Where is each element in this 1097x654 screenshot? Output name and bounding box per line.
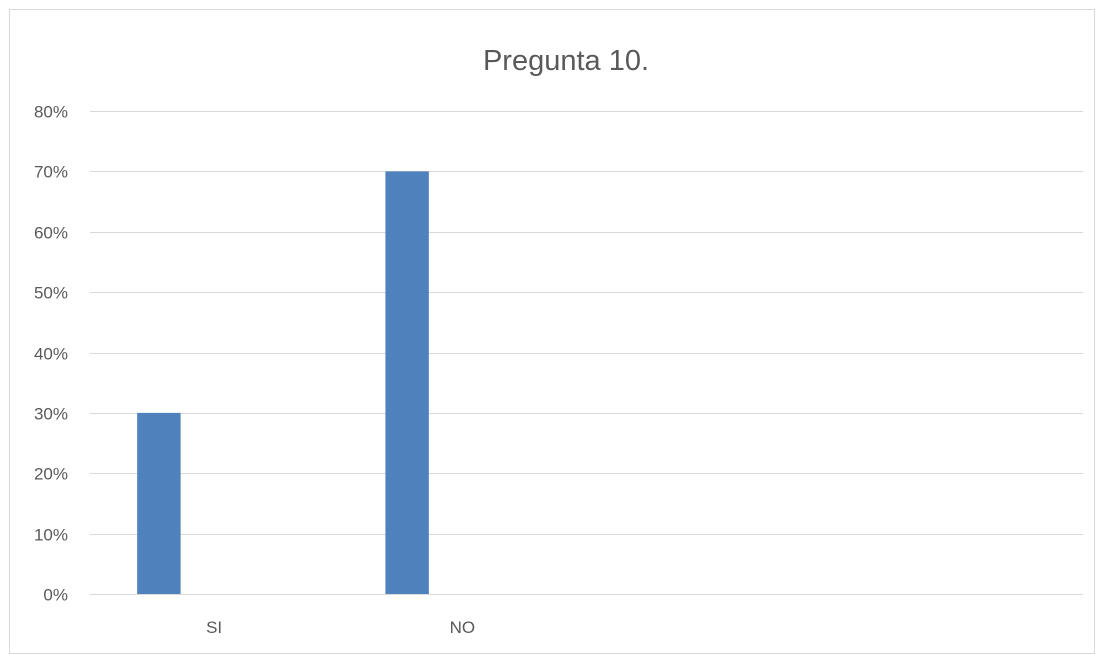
x-category-label: NO <box>450 618 476 637</box>
y-tick-label: 20% <box>34 465 68 484</box>
bar-si <box>137 412 181 594</box>
x-axis-labels: SI NO <box>206 618 475 637</box>
bar-no <box>385 171 429 594</box>
y-tick-label: 70% <box>34 163 68 182</box>
y-tick-label: 60% <box>34 224 68 243</box>
x-category-label: SI <box>206 618 222 637</box>
chart-frame <box>9 9 1095 654</box>
bars <box>137 171 429 594</box>
y-tick-label: 0% <box>43 586 68 605</box>
y-tick-label: 80% <box>34 103 68 122</box>
y-tick-label: 40% <box>34 345 68 364</box>
y-tick-label: 50% <box>34 284 68 303</box>
y-tick-label: 30% <box>34 405 68 424</box>
y-tick-label: 10% <box>34 526 68 545</box>
y-axis-ticks: 0% 10% 20% 30% 40% 50% 60% 70% 80% <box>34 103 68 605</box>
gridlines <box>90 111 1083 595</box>
chart-title: Pregunta 10. <box>483 45 649 77</box>
